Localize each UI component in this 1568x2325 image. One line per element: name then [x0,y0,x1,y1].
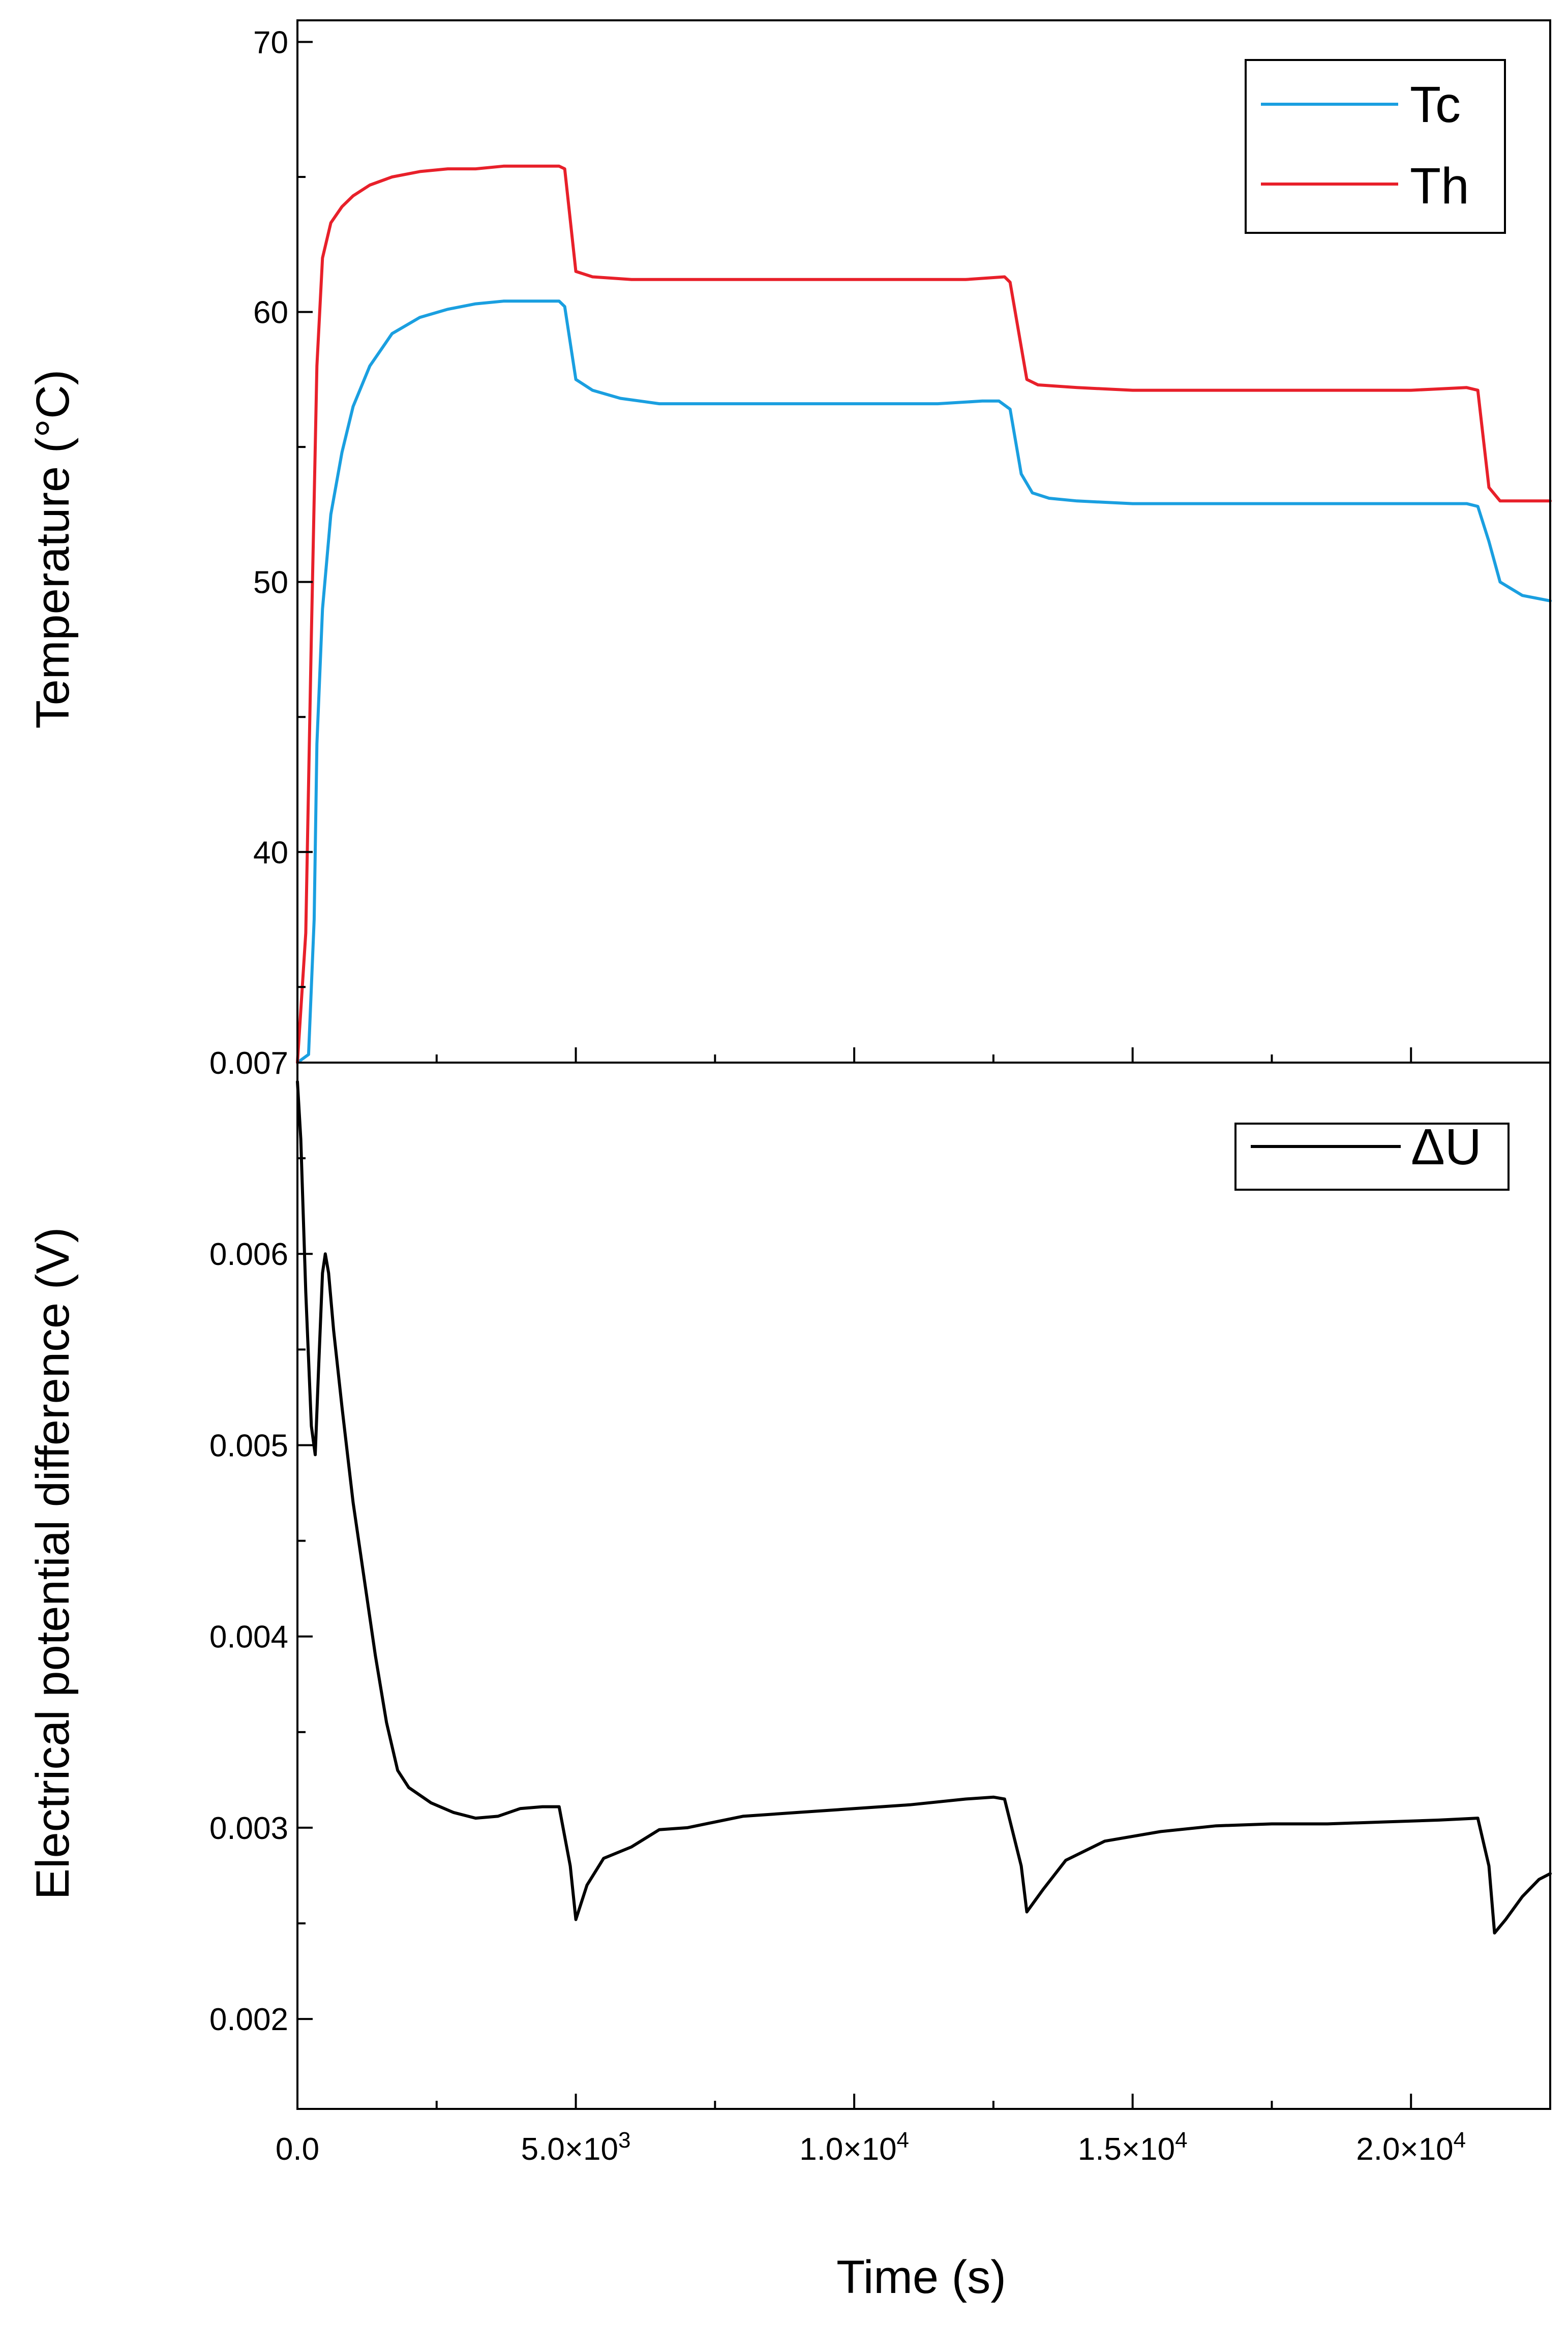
x-tick-exponent: 3 [618,2128,630,2153]
temperature-y-axis-title: Temperature (°C) [27,370,79,729]
voltage-y-tick-label: 0.007 [209,1046,288,1081]
temperature-series-th-line [296,164,1552,1064]
x-tick-exponent: 4 [897,2128,909,2153]
voltage-plot-frame [296,1062,1551,2110]
x-tick-label: 1.5×104 [1078,2128,1188,2167]
temperature-series-tc-line [296,299,1552,1064]
temperature-legend-box [1245,59,1506,234]
temperature-x-ticks [296,1047,1412,1063]
temperature-y-tick-label: 50 [253,565,288,600]
voltage-y-tick-label: 0.004 [209,1620,288,1655]
voltage-y-tick-label: 0.003 [209,1811,288,1846]
voltage-y-tick-label: 0.006 [209,1237,288,1272]
legend-th-label: Th [1410,158,1469,215]
x-tick-label: 2.0×104 [1356,2128,1466,2167]
temperature-y-tick-label: 40 [253,835,288,870]
temperature-legend: Tc Th [1245,59,1506,234]
temperature-plot-frame [296,19,1551,1064]
legend-du-label: ΔU [1411,1119,1482,1175]
temperature-y-tick-label: 70 [253,25,288,60]
x-tick-exponent: 4 [1454,2128,1466,2153]
x-tick-label: 5.0×103 [521,2128,631,2167]
voltage-series-u-line [296,1080,1552,1935]
x-tick-label: 1.0×104 [799,2128,909,2167]
voltage-series-group [296,1080,1552,1935]
voltage-y-axis-title: Electrical potential difference (V) [27,1227,79,1900]
voltage-x-ticks: 0.0 5.0×103 1.0×104 1.5×104 2.0×104 [276,2094,1466,2167]
x-axis-title: Time (s) [836,2251,1006,2303]
voltage-legend: ΔU [1234,1119,1510,1191]
voltage-panel: 0.002 0.003 0.004 0.005 0.006 0.007 0.0 5.0×10… [27,1046,1552,2303]
temperature-y-tick-label: 60 [253,295,288,330]
temperature-y-ticks: 40 50 60 70 [253,25,313,988]
voltage-y-tick-label: 0.002 [209,2002,288,2037]
x-tick-exponent: 4 [1175,2128,1187,2153]
voltage-legend-box [1234,1123,1510,1191]
voltage-y-ticks: 0.002 0.003 0.004 0.005 0.006 0.007 [209,1046,313,2037]
temperature-series-group [296,164,1552,1064]
legend-tc-label: Tc [1410,76,1461,133]
temperature-panel: 40 50 60 70 Temperature (°C) Tc Th [27,19,1552,1064]
voltage-y-tick-label: 0.005 [209,1428,288,1463]
x-tick-label: 0.0 [276,2132,319,2167]
